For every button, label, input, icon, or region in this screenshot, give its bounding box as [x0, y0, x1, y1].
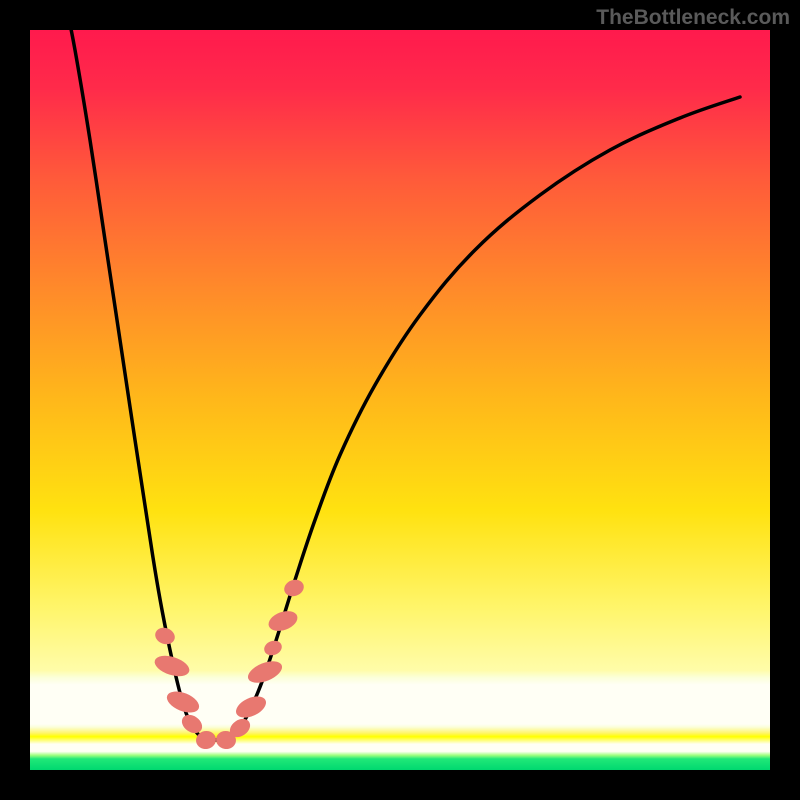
watermark-text: TheBottleneck.com — [596, 6, 790, 30]
gradient-background — [30, 30, 770, 770]
chart-plot-area — [0, 0, 800, 800]
chart-svg — [0, 0, 800, 800]
